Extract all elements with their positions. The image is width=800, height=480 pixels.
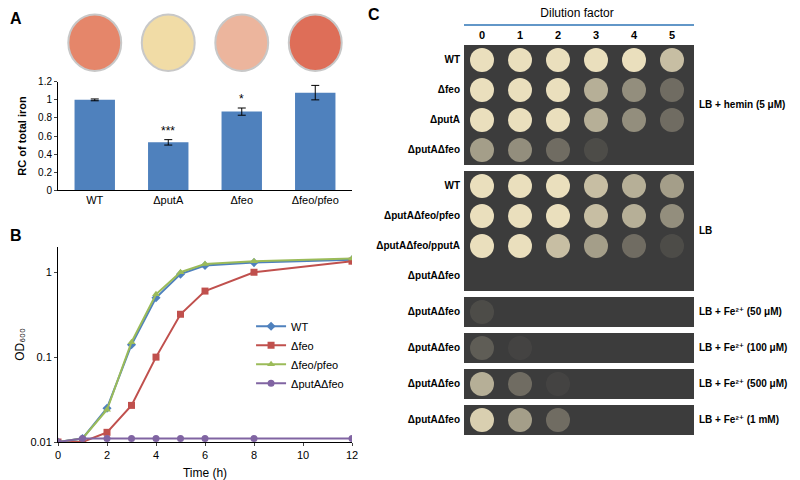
svg-text:LB + Fe²⁺ (500 μM): LB + Fe²⁺ (500 μM) <box>699 378 787 389</box>
svg-text:1: 1 <box>46 266 52 278</box>
svg-text:0.1: 0.1 <box>37 351 52 363</box>
svg-text:ΔputAΔfeo: ΔputAΔfeo <box>408 414 460 425</box>
svg-text:ΔputAΔfeo: ΔputAΔfeo <box>408 378 460 389</box>
svg-text:8: 8 <box>251 449 257 461</box>
svg-text:Time (h): Time (h) <box>183 466 227 480</box>
svg-text:Δfeo: Δfeo <box>230 194 253 206</box>
svg-text:WT: WT <box>444 180 460 191</box>
svg-text:5: 5 <box>669 29 675 41</box>
svg-text:0.6: 0.6 <box>38 131 52 142</box>
svg-text:10: 10 <box>297 449 309 461</box>
svg-text:ΔputA: ΔputA <box>430 114 460 125</box>
svg-text:OD₆₀₀: OD₆₀₀ <box>13 328 27 361</box>
svg-text:WT: WT <box>444 54 460 65</box>
svg-text:0.8: 0.8 <box>38 112 52 123</box>
svg-text:0: 0 <box>55 449 61 461</box>
svg-text:A: A <box>10 10 22 27</box>
svg-text:ΔputAΔfeo: ΔputAΔfeo <box>408 270 460 281</box>
svg-text:Dilution factor: Dilution factor <box>540 6 613 20</box>
svg-text:12: 12 <box>346 449 358 461</box>
svg-text:0.01: 0.01 <box>30 436 51 448</box>
svg-text:WT: WT <box>86 194 103 206</box>
svg-text:RC of total iron: RC of total iron <box>16 96 28 176</box>
svg-text:*: * <box>239 92 244 106</box>
svg-text:2: 2 <box>555 29 561 41</box>
svg-text:WT: WT <box>291 321 308 333</box>
svg-text:LB + Fe²⁺ (1 mM): LB + Fe²⁺ (1 mM) <box>699 414 779 425</box>
svg-text:Δfeo/pfeo: Δfeo/pfeo <box>291 359 338 371</box>
svg-text:C: C <box>368 6 380 23</box>
svg-text:B: B <box>10 227 22 244</box>
svg-text:ΔputAΔfeo: ΔputAΔfeo <box>408 306 460 317</box>
svg-text:1: 1 <box>517 29 523 41</box>
svg-text:3: 3 <box>593 29 599 41</box>
svg-text:ΔputAΔfeo/pputA: ΔputAΔfeo/pputA <box>376 240 460 251</box>
svg-text:1.2: 1.2 <box>38 76 52 87</box>
svg-text:4: 4 <box>631 29 638 41</box>
svg-text:ΔputAΔfeo/pfeo: ΔputAΔfeo/pfeo <box>384 210 460 221</box>
svg-text:2: 2 <box>104 449 110 461</box>
svg-text:LB + Fe²⁺ (50 μM): LB + Fe²⁺ (50 μM) <box>699 306 782 317</box>
svg-text:Δfeo: Δfeo <box>291 340 314 352</box>
svg-text:LB + Fe²⁺ (100 μM): LB + Fe²⁺ (100 μM) <box>699 342 787 353</box>
svg-text:0.2: 0.2 <box>38 167 52 178</box>
svg-text:Δfeo: Δfeo <box>438 84 460 95</box>
svg-text:ΔputAΔfeo: ΔputAΔfeo <box>408 144 460 155</box>
svg-text:ΔputAΔfeo: ΔputAΔfeo <box>291 378 344 390</box>
svg-text:Δfeo/pfeo: Δfeo/pfeo <box>292 194 339 206</box>
svg-text:0: 0 <box>479 29 485 41</box>
svg-text:LB: LB <box>699 225 712 236</box>
svg-text:LB + hemin (5 μM): LB + hemin (5 μM) <box>699 99 785 110</box>
svg-text:0.4: 0.4 <box>38 149 52 160</box>
svg-text:***: *** <box>161 124 175 138</box>
svg-text:1: 1 <box>46 94 52 105</box>
svg-text:ΔputAΔfeo: ΔputAΔfeo <box>408 342 460 353</box>
svg-text:4: 4 <box>153 449 159 461</box>
svg-text:ΔputA: ΔputA <box>153 194 184 206</box>
svg-text:0: 0 <box>46 185 52 196</box>
svg-text:6: 6 <box>202 449 208 461</box>
